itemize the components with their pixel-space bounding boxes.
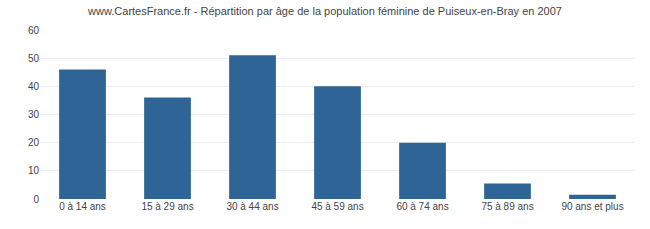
- svg-text:www.CartesFrance.fr - Répartit: www.CartesFrance.fr - Répartition par âg…: [87, 5, 562, 17]
- svg-text:50: 50: [28, 53, 40, 64]
- svg-text:10: 10: [28, 165, 40, 176]
- svg-text:45 à 59 ans: 45 à 59 ans: [311, 201, 363, 212]
- svg-text:20: 20: [28, 137, 40, 148]
- svg-text:30: 30: [28, 109, 40, 120]
- svg-text:40: 40: [28, 81, 40, 92]
- svg-text:90 ans et plus: 90 ans et plus: [561, 201, 623, 212]
- svg-text:60 à 74 ans: 60 à 74 ans: [396, 201, 448, 212]
- svg-text:60: 60: [28, 25, 40, 36]
- svg-text:0 à 14 ans: 0 à 14 ans: [59, 201, 106, 212]
- svg-text:0: 0: [33, 194, 39, 205]
- svg-text:15 à 29 ans: 15 à 29 ans: [141, 201, 193, 212]
- svg-text:75 à 89 ans: 75 à 89 ans: [481, 201, 533, 212]
- svg-text:30 à 44 ans: 30 à 44 ans: [226, 201, 278, 212]
